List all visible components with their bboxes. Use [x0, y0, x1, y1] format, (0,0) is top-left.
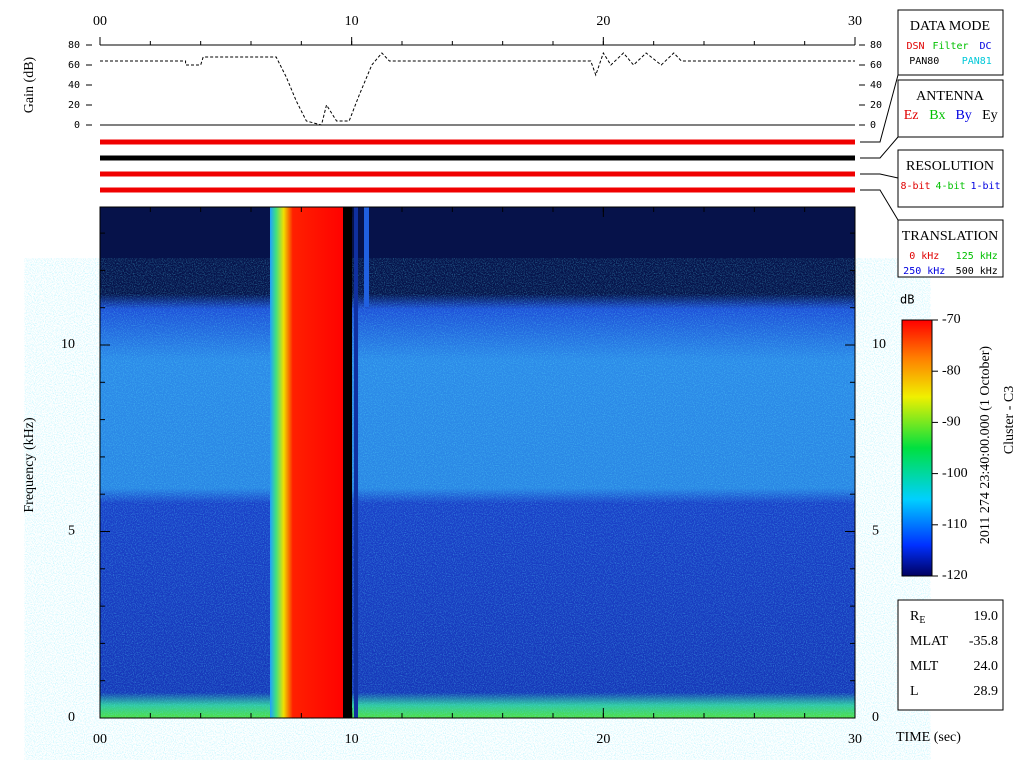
colorbar-tick-label: -80 — [942, 363, 961, 378]
legend-item: Bx — [929, 108, 945, 123]
freq-tick-label: 0 — [68, 710, 75, 725]
legend-item: By — [955, 108, 971, 123]
legend-item: 0 kHz — [909, 251, 939, 262]
gain-tick-label-right: 40 — [870, 80, 882, 91]
connector — [860, 136, 899, 159]
ephemeris-value: 28.9 — [974, 684, 999, 699]
x-tick-label-top: 30 — [848, 14, 862, 29]
legend-title: ANTENNA — [916, 89, 985, 104]
gain-tick-label: 20 — [68, 100, 80, 111]
ephemeris-name: L — [910, 684, 919, 699]
legend-box — [897, 219, 1004, 278]
ephemeris-sub: E — [919, 615, 925, 626]
colorbar-tick-label: -70 — [942, 312, 961, 327]
legend-item: Ey — [982, 108, 998, 123]
legend-item: Filter — [932, 41, 968, 52]
legend-item: DC — [979, 41, 991, 52]
spacecraft: Cluster - C3 — [1002, 386, 1017, 454]
colorbar-tick-label: -100 — [942, 466, 968, 481]
frequency-label: Frequency (kHz) — [22, 417, 37, 513]
colorbar-tick-label: -120 — [942, 568, 968, 583]
connector — [860, 173, 899, 179]
freq-tick-label-right: 10 — [872, 337, 886, 352]
legend-item: 250 kHz — [903, 266, 945, 277]
legend-box — [897, 149, 1004, 208]
spectrogram-image — [100, 207, 855, 718]
timestamp: 2011 274 23:40:00.000 (1 October) — [978, 346, 993, 545]
gain-label: Gain (dB) — [22, 56, 37, 113]
legend-item: Ez — [904, 108, 919, 123]
legend-title: DATA MODE — [910, 19, 990, 34]
x-axis-label: TIME (sec) — [896, 730, 961, 745]
x-tick-label-top: 10 — [345, 14, 359, 29]
connector — [860, 74, 899, 143]
gain-tick-label-right: 80 — [870, 40, 882, 51]
gain-tick-label: 0 — [74, 120, 80, 131]
ephemeris-value: 24.0 — [974, 659, 999, 674]
colorbar-tick-label: -90 — [942, 415, 961, 430]
gain-tick-label-right: 60 — [870, 60, 882, 71]
ephemeris-name: R — [910, 609, 920, 624]
legend-item: DSN — [906, 41, 924, 52]
legend-box — [897, 79, 1004, 138]
legend-item: 125 kHz — [956, 251, 998, 262]
colorbar-tick-label: -110 — [942, 517, 967, 532]
resolution-lines — [100, 139, 855, 193]
spectrogram-noise — [100, 300, 855, 718]
ephemeris-label: RE — [910, 609, 925, 626]
ephemeris-name: MLAT — [910, 634, 949, 649]
gain-tick-label: 60 — [68, 60, 80, 71]
legend-item: 1-bit — [970, 181, 1000, 192]
legend-title: TRANSLATION — [902, 229, 998, 244]
connectors — [860, 74, 899, 221]
interference-band — [270, 207, 346, 718]
colorbar-unit: dB — [900, 293, 914, 307]
ephemeris-label: MLT — [910, 659, 939, 674]
gain-line — [100, 51, 855, 126]
x-tick-label-top: 00 — [93, 14, 107, 29]
x-tick-label: 10 — [345, 732, 359, 747]
freq-tick-label-right: 0 — [872, 710, 879, 725]
gap-band — [364, 207, 369, 307]
ephemeris-name: MLT — [910, 659, 939, 674]
legend-item: PAN81 — [962, 56, 992, 67]
ephemeris-label: MLAT — [910, 634, 949, 649]
legend-box — [897, 9, 1004, 76]
freq-tick-label: 10 — [61, 337, 75, 352]
legend-item: 4-bit — [935, 181, 965, 192]
ephemeris-box — [897, 599, 1004, 711]
gain-tick-label: 40 — [68, 80, 80, 91]
x-tick-label: 20 — [596, 732, 610, 747]
gain-tick-label-right: 20 — [870, 100, 882, 111]
spectrogram-frame — [99, 206, 856, 719]
ephemeris-label: L — [910, 684, 919, 699]
gain-tick-label-right: 0 — [870, 120, 876, 131]
legend-title: RESOLUTION — [906, 159, 994, 174]
legend-item: 500 kHz — [956, 266, 998, 277]
legend-item: PAN80 — [909, 56, 939, 67]
x-tick-label-top: 20 — [596, 14, 610, 29]
gap-band — [343, 207, 352, 718]
ephemeris-value: -35.8 — [969, 634, 998, 649]
legend-item: 8-bit — [900, 181, 930, 192]
freq-tick-label: 5 — [68, 524, 75, 539]
x-tick-label: 30 — [848, 732, 862, 747]
freq-tick-label-right: 5 — [872, 524, 879, 539]
x-tick-label: 00 — [93, 732, 107, 747]
gap-band — [354, 207, 358, 718]
connector — [860, 189, 899, 221]
ephemeris-value: 19.0 — [974, 609, 999, 624]
gain-tick-label: 80 — [68, 40, 80, 51]
colorbar — [901, 319, 933, 577]
